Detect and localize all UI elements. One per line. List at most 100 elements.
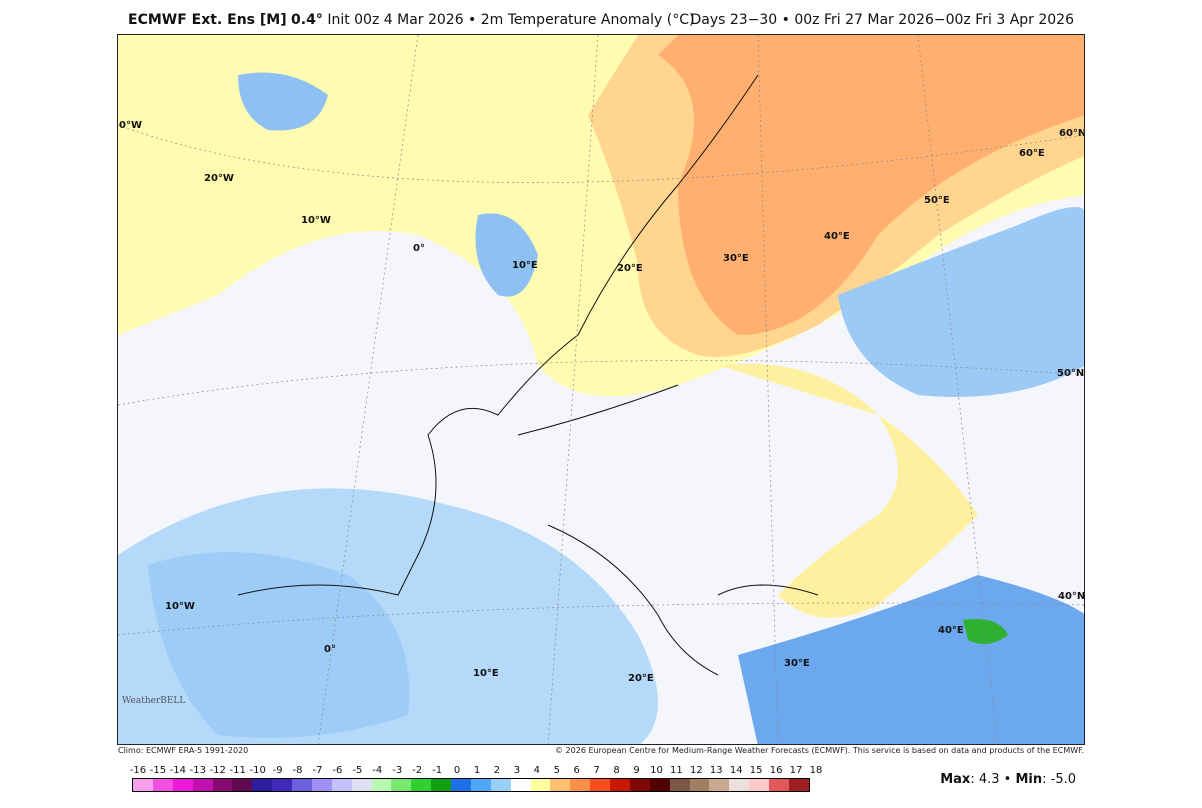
anomaly-green-east [963, 619, 1008, 644]
colorbar-tick: 10 [650, 765, 663, 776]
min-label: Min [1015, 772, 1043, 787]
colorbar-tick: 16 [769, 765, 783, 776]
colorbar-tick: -4 [372, 765, 383, 776]
colorbar-tick: 4 [533, 765, 540, 776]
map-shading [118, 35, 1084, 744]
resolution: 0.4° [291, 12, 323, 28]
colorbar-bin [669, 779, 690, 791]
lon-label: 60°E [1019, 148, 1045, 159]
map-title: ECMWF Ext. Ens [M] 0.4° Init 00z 4 Mar 2… [128, 12, 694, 28]
climo-note: Climo: ECMWF ERA-5 1991-2020 [118, 746, 249, 755]
colorbar-bin [729, 779, 750, 791]
lon-label: 10°E [512, 260, 538, 271]
colorbar-tick: 3 [513, 765, 521, 776]
colorbar-bin [610, 779, 630, 791]
colorbar-tick: -15 [149, 765, 167, 776]
lon-label: 40°E [938, 625, 964, 636]
colorbar-bin [252, 779, 273, 791]
colorbar-bin [788, 779, 809, 791]
lat-label: 40°N [1058, 591, 1085, 602]
model-name: ECMWF Ext. Ens [M] [128, 12, 287, 28]
max-min-stats: Max: 4.3 • Min: -5.0 [940, 772, 1076, 787]
anomaly-warm-east [718, 363, 978, 618]
lon-label: 10°E [473, 668, 499, 679]
lon-label: 20°E [628, 673, 654, 684]
anomaly-cold-east [838, 207, 1084, 397]
anomaly-cold-west [118, 488, 658, 744]
colorbar-bin [212, 779, 233, 791]
colorbar [132, 778, 810, 792]
colorbar-tick: -5 [352, 765, 363, 776]
colorbar-bin [470, 779, 491, 791]
anomaly-cold-east-med [738, 575, 1084, 744]
colorbar-bin [550, 779, 571, 791]
colorbar-tick: -13 [189, 765, 206, 776]
init-text: Init 00z 4 Mar 2026 • 2m Temperature Ano… [327, 12, 695, 28]
colorbar-bin [649, 779, 670, 791]
lon-label: 10°W [301, 215, 331, 226]
colorbar-tick: 15 [749, 765, 763, 776]
colorbar-tick: 7 [593, 765, 600, 776]
colorbar-tick: -2 [412, 765, 423, 776]
colorbar-tick: -14 [169, 765, 187, 776]
colorbar-tick: -16 [129, 765, 147, 776]
colorbar-bin [590, 779, 610, 791]
colorbar-tick: 11 [670, 765, 683, 776]
lon-label: 40°E [824, 231, 850, 242]
colorbar-bin [749, 779, 769, 791]
colorbar-tick: 0 [453, 765, 461, 776]
colorbar-tick: -6 [332, 765, 343, 776]
colorbar-bin [570, 779, 591, 791]
colorbar-bin [152, 779, 173, 791]
colorbar-bin [133, 779, 153, 791]
colorbar-tick: 17 [789, 765, 803, 776]
weatherbell-logo: WeatherBELL [122, 696, 186, 706]
copyright-note: © 2026 European Centre for Medium-Range … [555, 746, 1084, 755]
max-value: 4.3 [978, 772, 1000, 787]
lon-label: 20°E [617, 263, 643, 274]
colorbar-bin [530, 779, 551, 791]
colorbar-labels: -16 -15 -14 -13 -12 -11 -10 -9 -8 -7 -6 -5 -4 -3 -2 -1 0… [122, 765, 823, 777]
lat-label: 60°N [1059, 128, 1085, 139]
colorbar-bin [451, 779, 471, 791]
colorbar-bin [292, 779, 312, 791]
colorbar-bin [351, 779, 372, 791]
colorbar-bin [391, 779, 412, 791]
colorbar-tick: -1 [432, 765, 443, 776]
colorbar-tick: -12 [209, 765, 226, 776]
lon-label: 0° [413, 243, 425, 254]
colorbar-bin [172, 779, 193, 791]
lon-label: 20°W [204, 173, 234, 184]
colorbar-tick: 8 [613, 765, 620, 776]
colorbar-bin [272, 779, 292, 791]
colorbar-bin [769, 779, 789, 791]
colorbar-bin [510, 779, 531, 791]
colorbar-tick: -11 [229, 765, 246, 776]
colorbar-tick: -10 [249, 765, 266, 776]
colorbar-tick: -9 [272, 765, 283, 776]
colorbar-bin [192, 779, 213, 791]
colorbar-bin [490, 779, 511, 791]
valid-period: Days 23−30 • 00z Fri 27 Mar 2026−00z Fri… [690, 12, 1074, 28]
colorbar-tick: 6 [573, 765, 580, 776]
lon-label: 10°W [165, 601, 195, 612]
lat-label: 50°N [1057, 368, 1085, 379]
colorbar-tick: 1 [473, 765, 481, 776]
anomaly-map: 0°W 20°W 10°W 0° 10°E 20°E 30°E 40°E 50°… [117, 34, 1085, 745]
colorbar-tick: -8 [292, 765, 303, 776]
graticule [118, 35, 1084, 744]
colorbar-tick: 12 [689, 765, 703, 776]
anomaly-cold-scandinavia [475, 213, 538, 297]
colorbar-bin [431, 779, 451, 791]
colorbar-bin [689, 779, 710, 791]
lon-label: 30°E [784, 658, 810, 669]
colorbar-bin [371, 779, 392, 791]
coastlines [237, 74, 819, 676]
colorbar-tick: -7 [312, 765, 323, 776]
colorbar-bin [331, 779, 352, 791]
colorbar-bin [709, 779, 730, 791]
colorbar-bin [232, 779, 253, 791]
colorbar-bin [411, 779, 432, 791]
colorbar-tick: 13 [709, 765, 723, 776]
anomaly-cold-iceland [238, 72, 328, 131]
